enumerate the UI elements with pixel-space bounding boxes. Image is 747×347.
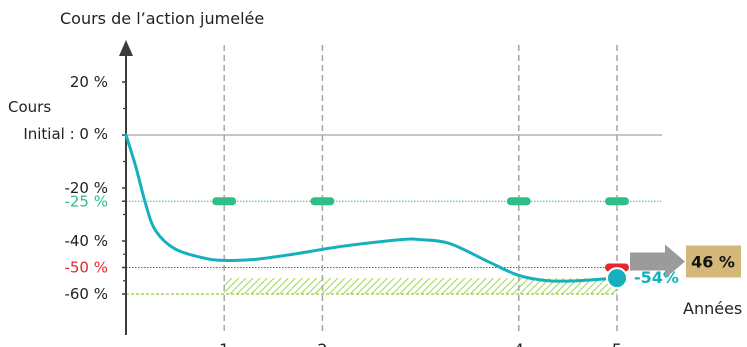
observation-marker-3	[605, 197, 629, 206]
observation-marker-1	[310, 197, 335, 206]
y-tick-label-6: -60 %	[64, 285, 108, 303]
y-tick-label-3: -25 %	[64, 192, 108, 210]
y-tick-label-1-line-1: Initial : 0 %	[23, 125, 108, 143]
final-point	[606, 267, 628, 290]
y-tick-label-1: Cours Initial : 0 %	[8, 98, 108, 143]
chart-title: Cours de l’action jumelée	[60, 9, 264, 28]
y-tick-label-4: -40 %	[64, 232, 108, 250]
y-axis-arrow	[119, 40, 133, 56]
observation-marker-0	[212, 197, 237, 206]
y-tick-label-2: -20 %	[64, 179, 108, 197]
x-tick-label-4: 4	[514, 340, 524, 347]
series-line	[124, 133, 619, 283]
observation-marker-2	[506, 197, 531, 206]
y-tick-label-1-line-0: Cours	[8, 98, 51, 116]
x-tick-label-2: 2	[317, 340, 327, 347]
result-label: 46 %	[691, 253, 735, 272]
y-tick-label-5: -50 %	[64, 259, 108, 277]
x-tick-label-5: 5	[612, 340, 622, 347]
y-tick-label-0: 20 %	[70, 73, 108, 91]
result-arrow	[630, 244, 685, 279]
x-axis-label: Années	[683, 299, 742, 318]
x-tick-label-1: 1	[219, 340, 229, 347]
result-box	[686, 245, 741, 278]
